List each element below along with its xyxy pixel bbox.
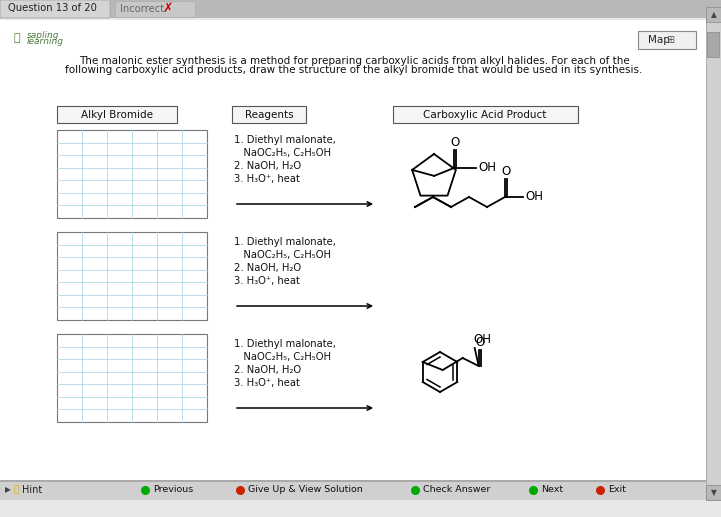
Text: following carboxylic acid products, draw the structure of the alkyl bromide that: following carboxylic acid products, draw… xyxy=(66,65,642,75)
Text: ✗: ✗ xyxy=(163,2,174,15)
Text: sapling: sapling xyxy=(27,32,60,40)
Text: Question 13 of 20: Question 13 of 20 xyxy=(8,4,97,13)
Text: OH: OH xyxy=(474,333,492,346)
Text: OH: OH xyxy=(478,161,496,174)
Text: Exit: Exit xyxy=(608,485,626,494)
Text: 3. H₃O⁺, heat: 3. H₃O⁺, heat xyxy=(234,276,300,286)
Text: O: O xyxy=(451,136,460,149)
Text: NaOC₂H₅, C₂H₅OH: NaOC₂H₅, C₂H₅OH xyxy=(234,250,331,260)
Bar xyxy=(57,130,207,218)
Text: 2. NaOH, H₂O: 2. NaOH, H₂O xyxy=(234,161,301,171)
Text: OH: OH xyxy=(525,190,543,204)
Text: O: O xyxy=(501,165,510,178)
Text: Check Answer: Check Answer xyxy=(423,485,490,494)
Text: Hint: Hint xyxy=(22,485,43,495)
Bar xyxy=(706,485,721,500)
Bar xyxy=(393,106,578,123)
Text: learning: learning xyxy=(27,38,64,47)
Text: Incorrect: Incorrect xyxy=(120,4,164,13)
Text: ▲: ▲ xyxy=(711,10,717,19)
Bar xyxy=(0,480,706,500)
Text: 1. Diethyl malonate,: 1. Diethyl malonate, xyxy=(234,135,336,145)
Bar xyxy=(0,20,706,482)
Text: 🌱: 🌱 xyxy=(13,33,19,43)
Text: NaOC₂H₅, C₂H₅OH: NaOC₂H₅, C₂H₅OH xyxy=(234,148,331,158)
Text: 3. H₃O⁺, heat: 3. H₃O⁺, heat xyxy=(234,174,300,184)
Bar xyxy=(638,31,696,49)
Text: 1. Diethyl malonate,: 1. Diethyl malonate, xyxy=(234,237,336,247)
Text: Map: Map xyxy=(648,35,670,45)
Text: Reagents: Reagents xyxy=(244,110,293,119)
Text: 💡: 💡 xyxy=(13,485,18,494)
Text: ▼: ▼ xyxy=(711,488,717,497)
Text: Alkyl Bromide: Alkyl Bromide xyxy=(81,110,153,119)
Text: 2. NaOH, H₂O: 2. NaOH, H₂O xyxy=(234,263,301,273)
Text: Next: Next xyxy=(541,485,563,494)
Text: Previous: Previous xyxy=(153,485,193,494)
Text: ▶: ▶ xyxy=(5,485,11,494)
Text: Carboxylic Acid Product: Carboxylic Acid Product xyxy=(423,110,547,119)
Bar xyxy=(706,7,721,22)
Text: 2. NaOH, H₂O: 2. NaOH, H₂O xyxy=(234,365,301,375)
Text: O: O xyxy=(475,336,485,349)
Bar xyxy=(57,232,207,320)
Bar xyxy=(115,1,195,17)
Text: ⊞: ⊞ xyxy=(666,35,674,45)
Bar xyxy=(0,0,721,18)
Text: The malonic ester synthesis is a method for preparing carboxylic acids from alky: The malonic ester synthesis is a method … xyxy=(79,56,629,66)
Bar xyxy=(57,334,207,422)
Bar xyxy=(706,18,721,500)
Bar xyxy=(57,106,177,123)
Text: Give Up & View Solution: Give Up & View Solution xyxy=(248,485,363,494)
Bar xyxy=(707,32,719,57)
Text: 3. H₃O⁺, heat: 3. H₃O⁺, heat xyxy=(234,378,300,388)
Bar xyxy=(0,480,706,482)
Bar xyxy=(232,106,306,123)
FancyBboxPatch shape xyxy=(0,0,110,18)
Text: 1. Diethyl malonate,: 1. Diethyl malonate, xyxy=(234,339,336,349)
Text: NaOC₂H₅, C₂H₅OH: NaOC₂H₅, C₂H₅OH xyxy=(234,352,331,362)
